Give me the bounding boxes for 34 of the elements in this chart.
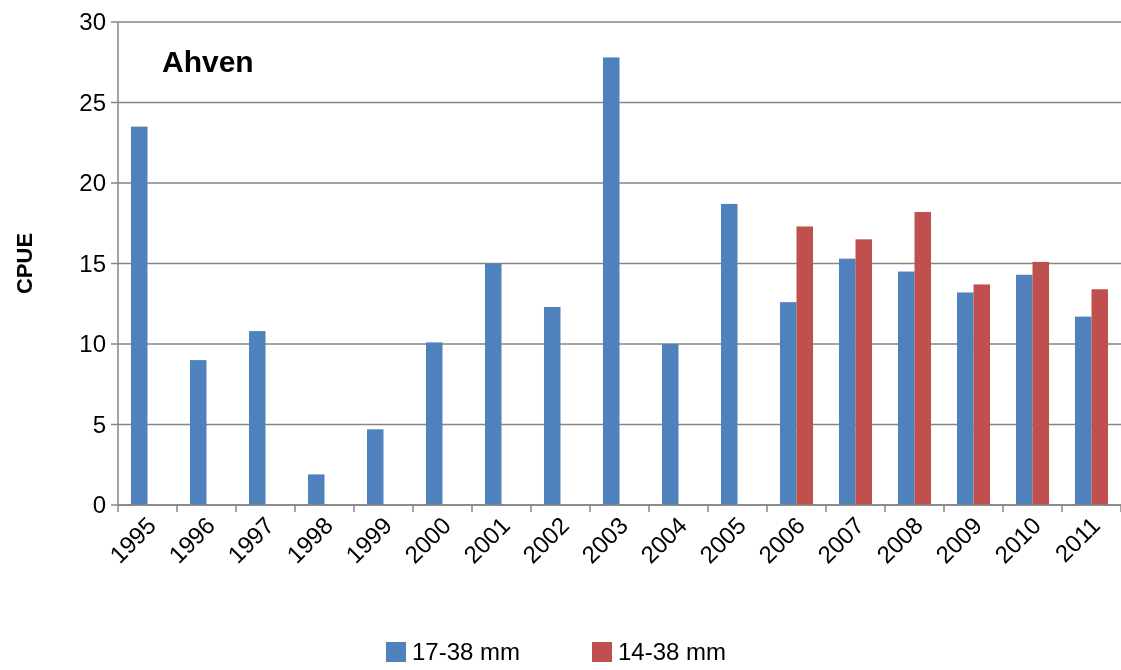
bar: [130, 126, 148, 505]
bar: [838, 258, 856, 505]
bar: [307, 474, 325, 505]
text: Ahven: [162, 45, 254, 78]
y-tick-label: 0: [92, 491, 106, 519]
bar: [425, 342, 443, 505]
bar: [1015, 274, 1033, 505]
bar: [855, 239, 873, 505]
bar: [1032, 261, 1050, 505]
y-tick-label: 25: [79, 88, 106, 116]
y-tick-label: 10: [79, 330, 106, 358]
bar: [973, 284, 991, 505]
bar: [543, 306, 561, 505]
bar: [779, 302, 797, 505]
y-tick-label: 20: [79, 169, 106, 197]
y-tick-label: 15: [79, 249, 106, 277]
bar: [602, 57, 620, 505]
bar: [248, 331, 266, 505]
y-tick-label: 30: [79, 8, 106, 36]
bar: [484, 263, 502, 505]
bar: [956, 292, 974, 505]
bar: [366, 429, 384, 505]
bar: [720, 203, 738, 505]
bar: [914, 211, 932, 505]
legend-label: 17-38 mm: [412, 638, 521, 666]
bar: [897, 271, 915, 505]
bar: [1091, 289, 1109, 505]
bar: [189, 360, 207, 505]
legend-label: 14-38 mm: [618, 638, 727, 666]
bar: [661, 344, 679, 505]
y-axis-title: CPUE: [12, 232, 37, 295]
y-tick-label: 5: [92, 410, 106, 438]
bar: [1074, 316, 1092, 505]
bar: [796, 226, 814, 505]
